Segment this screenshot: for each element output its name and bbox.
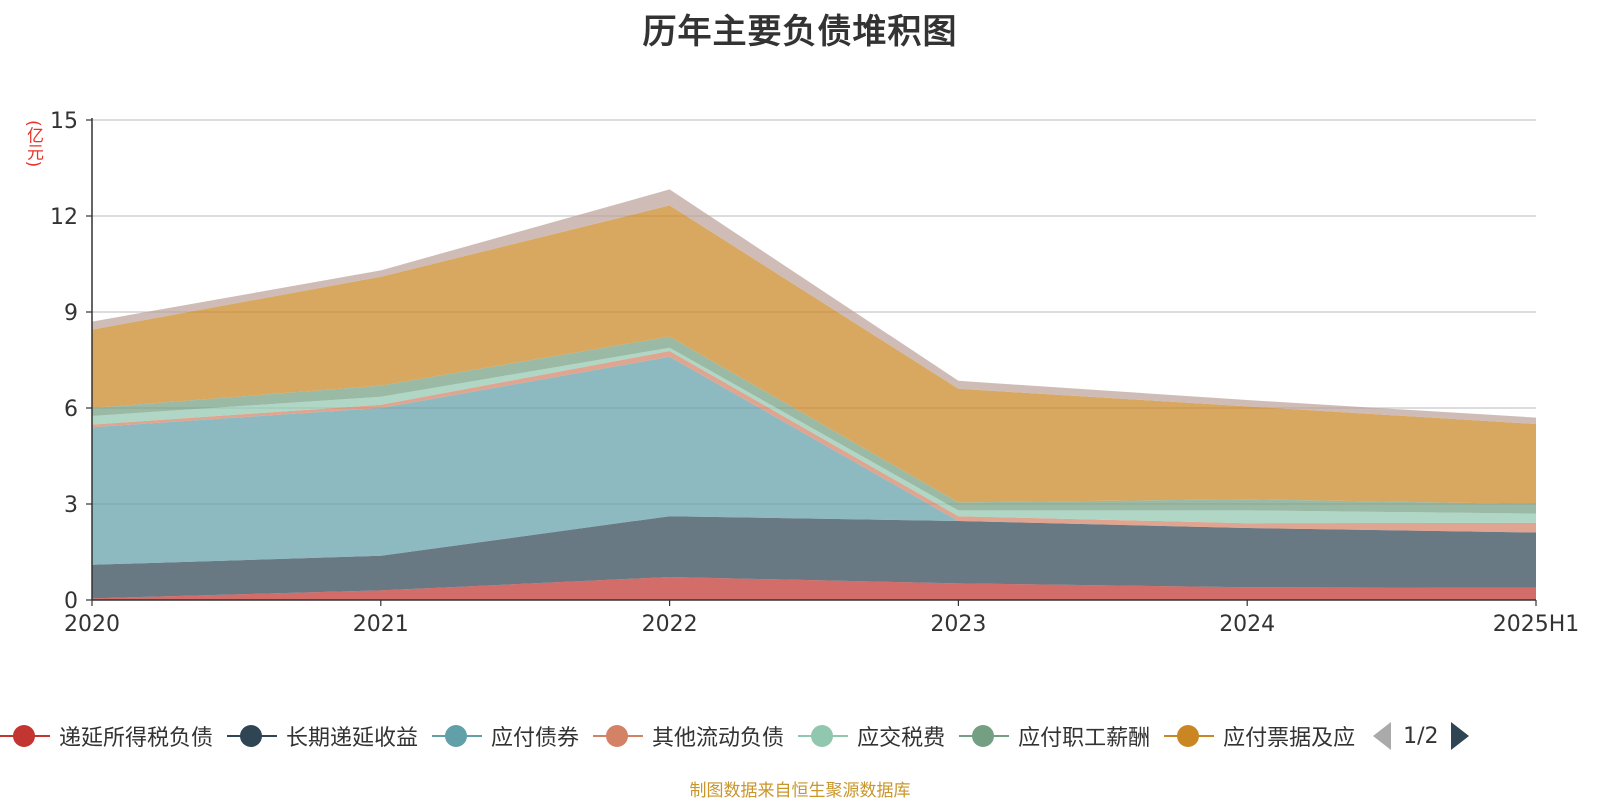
area-series-3[interactable] xyxy=(92,356,1536,565)
legend-marker-icon xyxy=(432,724,483,748)
area-series-2[interactable] xyxy=(92,516,1536,599)
legend-item[interactable]: 长期递延收益 xyxy=(227,720,418,752)
stacked-area-chart: 0 3 6 9 12 15 2020 2021 2022 2023 2024 2025H1 xyxy=(50,109,1579,637)
y-tick-label: 12 xyxy=(50,205,78,230)
legend-pager: 1/2 xyxy=(1373,722,1469,750)
legend: 递延所得税负债 长期递延收益 应付债券 其他流动负债 应交税费 应付职工薪酬 应付票据及应 … xyxy=(0,718,1469,754)
legend-label: 递延所得税负债 xyxy=(59,726,214,751)
legend-page-indicator: 1/2 xyxy=(1403,723,1439,749)
legend-marker-icon xyxy=(798,724,849,748)
chart-title: 历年主要负债堆积图 xyxy=(642,12,958,52)
area-series-1[interactable] xyxy=(92,577,1536,600)
area-series-group xyxy=(92,189,1536,600)
legend-label: 应付债券 xyxy=(491,726,580,751)
x-tick-label: 2020 xyxy=(64,612,120,637)
legend-item[interactable]: 应交税费 xyxy=(798,720,945,752)
x-tick-label: 2022 xyxy=(642,612,698,637)
legend-label: 应付职工薪酬 xyxy=(1018,726,1151,751)
legend-item[interactable]: 应付债券 xyxy=(432,720,579,752)
y-tick-label: 9 xyxy=(64,301,78,326)
source-note: 制图数据来自恒生聚源数据库 xyxy=(689,781,911,801)
area-series-6[interactable] xyxy=(92,336,1536,514)
legend-marker-icon xyxy=(959,724,1010,748)
y-axis-unit-label: (亿元) xyxy=(23,120,43,168)
legend-next-page-icon[interactable] xyxy=(1450,722,1469,750)
x-tick-label: 2025H1 xyxy=(1493,612,1580,637)
y-tick-label: 6 xyxy=(64,397,78,422)
legend-label: 应交税费 xyxy=(857,726,946,751)
legend-item[interactable]: 其他流动负债 xyxy=(593,720,784,752)
legend-item[interactable]: 递延所得税负债 xyxy=(0,720,213,752)
legend-marker-icon xyxy=(227,724,278,748)
legend-label: 应付票据及应 xyxy=(1223,726,1356,751)
x-tick-label: 2021 xyxy=(353,612,409,637)
legend-marker-icon xyxy=(593,724,644,748)
legend-label: 其他流动负债 xyxy=(652,726,785,751)
legend-item[interactable]: 应付票据及应 xyxy=(1164,720,1355,752)
y-tick-label: 15 xyxy=(50,109,78,134)
y-tick-label: 0 xyxy=(64,589,78,614)
legend-marker-icon xyxy=(0,724,50,748)
y-tick-label: 3 xyxy=(64,493,78,518)
x-tick-label: 2023 xyxy=(930,612,986,637)
legend-prev-page-icon[interactable] xyxy=(1373,722,1392,750)
axes: 0 3 6 9 12 15 2020 2021 2022 2023 2024 2025H1 xyxy=(50,109,1579,637)
legend-marker-icon xyxy=(1164,724,1215,748)
x-tick-label: 2024 xyxy=(1219,612,1275,637)
area-series-7[interactable] xyxy=(92,205,1536,504)
legend-label: 长期递延收益 xyxy=(286,726,419,751)
legend-item[interactable]: 应付职工薪酬 xyxy=(959,720,1150,752)
